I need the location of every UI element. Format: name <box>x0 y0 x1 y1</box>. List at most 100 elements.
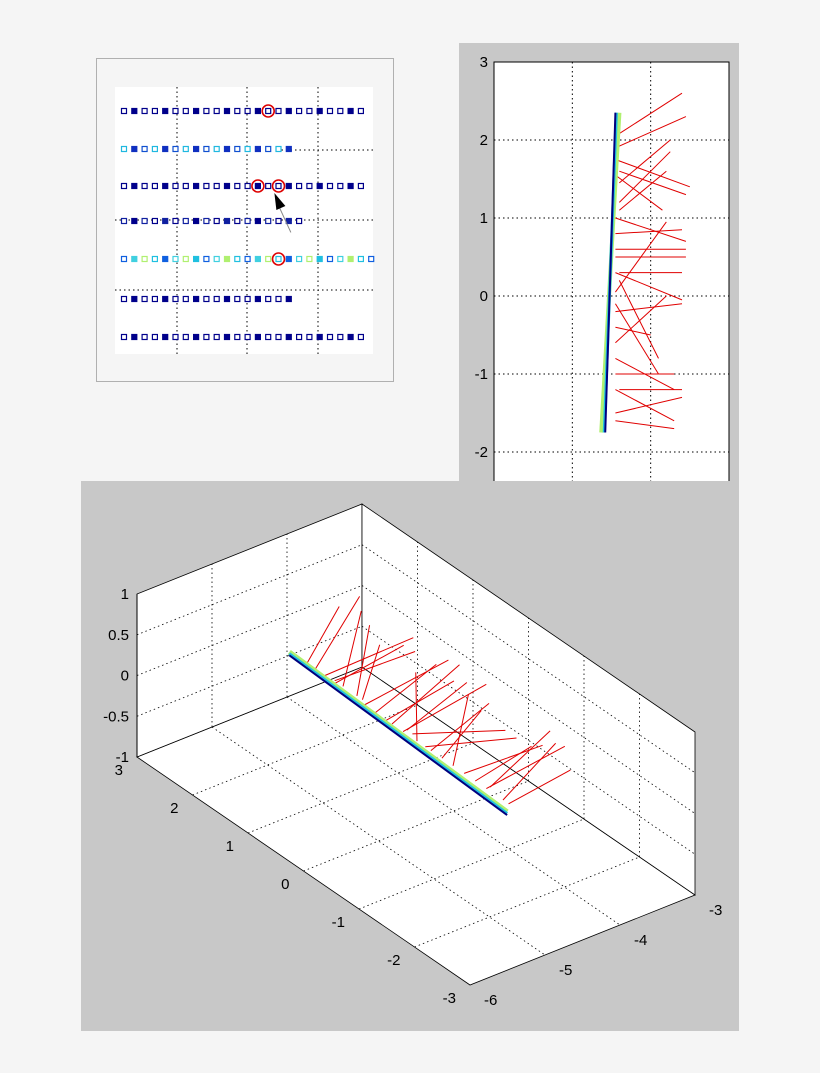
data-marker <box>162 145 169 153</box>
data-marker <box>285 182 292 190</box>
data-marker <box>141 333 148 341</box>
3d-view-panel: 1 0.5 0 -0.5 -1 3 2 1 0 -1 -2 -3 -6 -5 -4 -3 <box>81 481 739 1031</box>
highlight-circle <box>261 104 275 118</box>
data-marker <box>347 182 354 190</box>
data-marker <box>234 255 241 263</box>
data-marker <box>172 217 179 225</box>
data-marker <box>265 145 272 153</box>
data-marker <box>244 217 251 225</box>
data-marker <box>306 333 313 341</box>
red-segment <box>615 326 651 336</box>
data-marker <box>213 217 220 225</box>
z-tick-label: 0 <box>121 668 129 685</box>
data-marker <box>223 295 231 303</box>
data-marker <box>213 182 220 190</box>
red-segment <box>313 596 361 672</box>
data-marker <box>203 333 210 341</box>
y-tick-label: 0 <box>480 288 488 305</box>
data-marker <box>120 333 128 341</box>
data-marker <box>182 145 189 153</box>
data-marker <box>296 182 303 190</box>
data-marker <box>131 255 138 263</box>
data-marker <box>337 255 344 263</box>
data-marker <box>357 182 364 190</box>
data-marker <box>244 145 251 153</box>
data-marker <box>151 145 159 153</box>
data-marker <box>141 145 148 153</box>
data-marker <box>357 333 364 341</box>
data-marker <box>182 295 189 303</box>
red-segment <box>415 672 418 742</box>
data-marker <box>162 182 169 190</box>
data-marker <box>223 333 231 341</box>
data-marker <box>172 295 179 303</box>
data-marker <box>244 107 251 115</box>
red-segment <box>342 610 362 687</box>
data-marker <box>151 107 159 115</box>
data-marker <box>265 295 272 303</box>
red-segment <box>375 664 437 713</box>
data-marker <box>192 145 200 153</box>
data-marker <box>265 182 272 190</box>
data-marker <box>234 182 241 190</box>
main-line <box>604 112 617 433</box>
data-marker <box>120 255 128 263</box>
data-marker <box>265 217 272 225</box>
data-marker <box>131 107 138 115</box>
data-marker <box>213 107 220 115</box>
y-tick-label: 1 <box>480 210 488 227</box>
data-marker <box>120 107 128 115</box>
data-marker <box>296 333 303 341</box>
data-marker <box>306 255 313 263</box>
data-marker <box>141 182 148 190</box>
data-marker <box>223 182 231 190</box>
data-marker <box>234 333 241 341</box>
y-tick-label: -1 <box>475 366 488 383</box>
data-marker <box>275 182 282 190</box>
red-segment <box>305 606 340 666</box>
data-marker <box>234 295 241 303</box>
data-marker <box>162 295 169 303</box>
data-marker <box>141 107 148 115</box>
y-tick-label: 2 <box>170 800 178 817</box>
data-marker <box>275 145 282 153</box>
data-marker <box>120 295 128 303</box>
data-marker <box>172 145 179 153</box>
red-segment <box>322 637 414 677</box>
data-marker <box>244 295 251 303</box>
data-marker <box>162 333 169 341</box>
red-segment <box>425 737 517 748</box>
red-segment <box>356 625 371 696</box>
data-marker <box>326 333 334 341</box>
data-marker <box>223 217 231 225</box>
y-tick-label: 3 <box>115 762 123 779</box>
data-marker <box>213 255 220 263</box>
data-marker <box>172 255 179 263</box>
data-marker <box>120 217 128 225</box>
data-marker <box>203 145 210 153</box>
data-marker <box>254 217 261 225</box>
red-segment <box>412 729 506 735</box>
data-marker <box>275 333 282 341</box>
data-marker <box>131 182 138 190</box>
data-marker <box>234 217 241 225</box>
data-marker <box>192 295 200 303</box>
red-segment <box>615 420 675 430</box>
red-segment <box>502 742 557 801</box>
data-marker <box>254 255 261 263</box>
data-marker <box>131 295 138 303</box>
data-marker <box>316 333 323 341</box>
data-marker <box>131 217 138 225</box>
data-marker <box>326 255 334 263</box>
red-segment <box>615 221 667 293</box>
data-marker <box>296 107 303 115</box>
data-marker <box>172 107 179 115</box>
marker-grid-chart <box>115 87 375 354</box>
data-marker <box>316 255 323 263</box>
red-segment <box>486 745 566 790</box>
data-marker <box>182 255 189 263</box>
data-marker <box>265 333 272 341</box>
data-marker <box>244 182 251 190</box>
y-tick-label: -2 <box>387 952 400 969</box>
